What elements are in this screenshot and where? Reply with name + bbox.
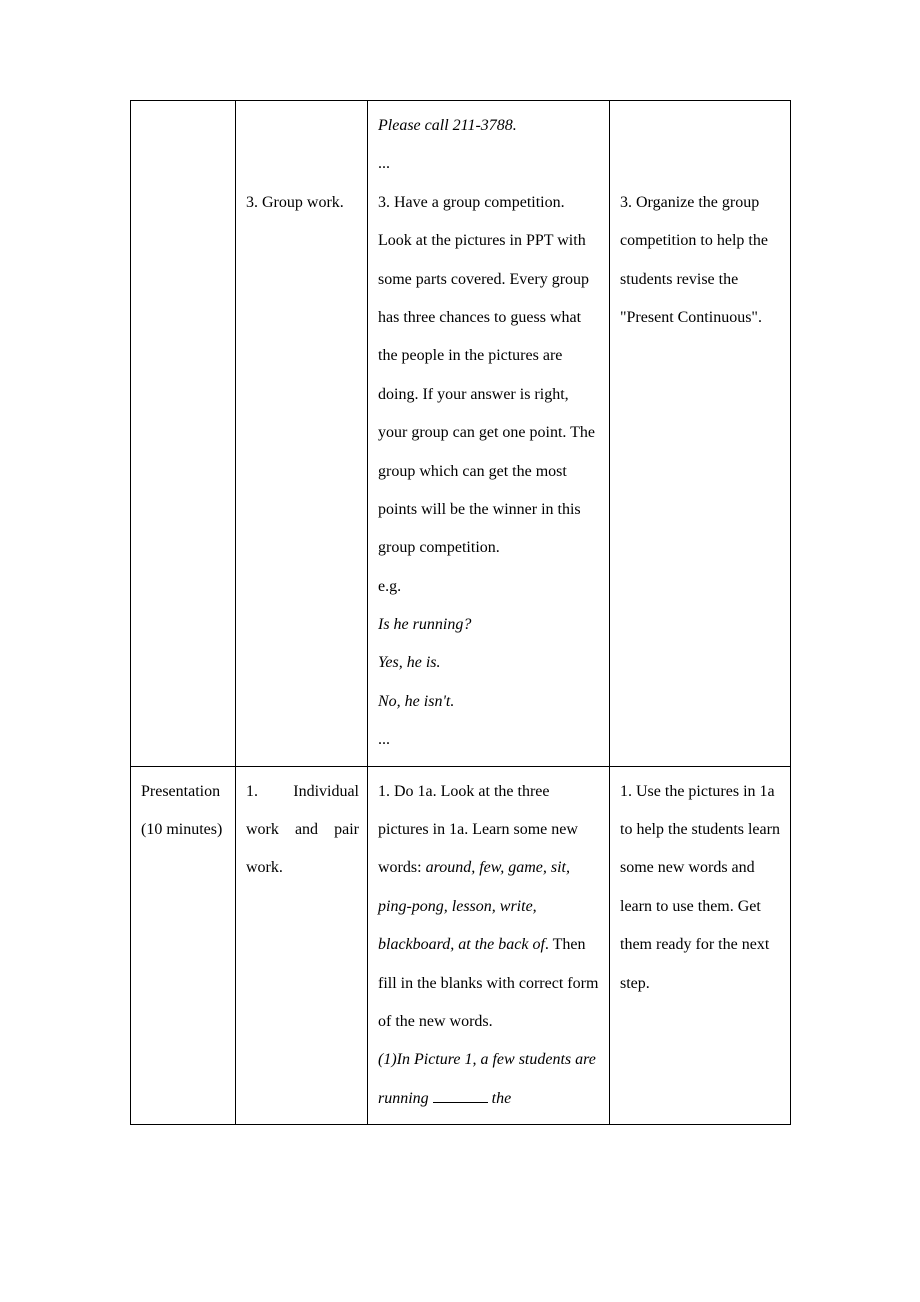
work-type: 1. Individual xyxy=(246,773,359,811)
exercise-text: (1)In Picture 1, a few students are runn… xyxy=(378,1041,601,1118)
interaction-cell: 3. Group work. xyxy=(236,101,368,767)
lesson-plan-table: 3. Group work. Please call 211-3788. ...… xyxy=(130,100,791,1125)
stage-cell: Presentation (10 minutes) xyxy=(131,766,236,1125)
table-row: 3. Group work. Please call 211-3788. ...… xyxy=(131,101,791,767)
fill-blank xyxy=(433,1088,488,1102)
stage-cell xyxy=(131,101,236,767)
document-page: 3. Group work. Please call 211-3788. ...… xyxy=(130,100,790,1125)
example-text: Please call 211-3788. xyxy=(378,107,601,145)
teacher-activity-cell: 3. Organize the group competition to hel… xyxy=(610,101,791,767)
example-answer: Yes, he is. xyxy=(378,644,601,682)
teacher-note: 3. Organize the group competition to hel… xyxy=(620,184,782,338)
interaction-cell: 1. Individual work and pair work. xyxy=(236,766,368,1125)
student-activity-cell: 1. Do 1a. Look at the three pictures in … xyxy=(368,766,610,1125)
stage-time: (10 minutes) xyxy=(141,811,227,849)
activity-description: 3. Have a group competition. Look at the… xyxy=(378,184,601,568)
example-label: e.g. xyxy=(378,568,601,606)
exercise-part: the xyxy=(488,1090,512,1107)
example-answer: No, he isn't. xyxy=(378,683,601,721)
teacher-activity-cell: 1. Use the pictures in 1a to help the st… xyxy=(610,766,791,1125)
group-work-label: 3. Group work. xyxy=(246,184,359,222)
student-activity-cell: Please call 211-3788. ... 3. Have a grou… xyxy=(368,101,610,767)
teacher-note: 1. Use the pictures in 1a to help the st… xyxy=(620,773,782,1003)
work-type: work and pair xyxy=(246,811,359,849)
work-type: work. xyxy=(246,849,359,887)
stage-title: Presentation xyxy=(141,773,227,811)
example-question: Is he running? xyxy=(378,606,601,644)
table-row: Presentation (10 minutes) 1. Individual … xyxy=(131,766,791,1125)
ellipsis: ... xyxy=(378,145,601,183)
ellipsis: ... xyxy=(378,721,601,759)
